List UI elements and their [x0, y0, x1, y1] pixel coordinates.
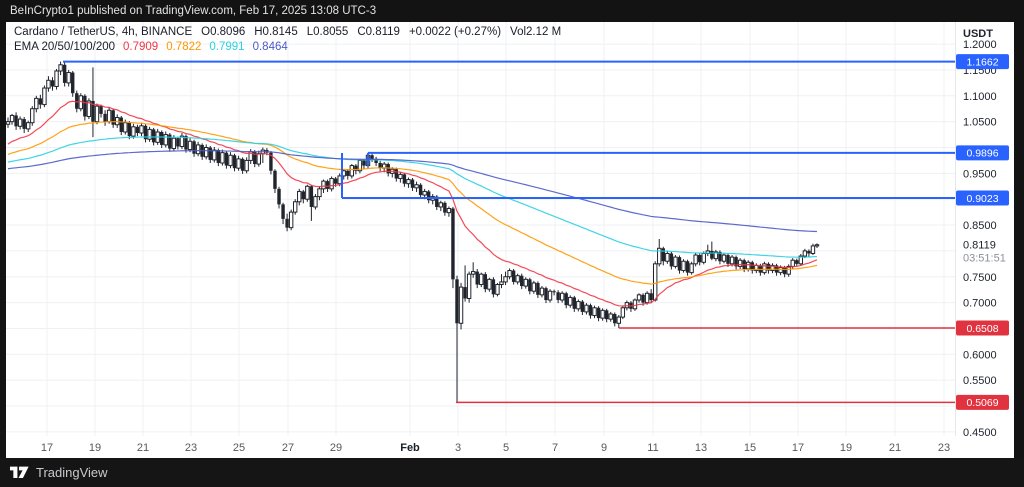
time-tick-label: 23: [185, 442, 197, 454]
time-tick-label: 7: [552, 442, 558, 454]
ema-20-line[interactable]: [7, 100, 818, 307]
time-tick-label: 11: [647, 442, 658, 454]
chart-panel: USDT 1.2000 1.1500 1.1000 1.0500 0.9500 0.8500…: [6, 22, 1014, 458]
time-tick-label: 13: [695, 442, 707, 454]
price-change: +0.0022 (+0.27%): [408, 26, 502, 38]
time-tick-label: 21: [889, 442, 901, 454]
price-tag-0.9896[interactable]: 0.9896: [956, 145, 1009, 161]
price-tick-label: 0.4500: [963, 427, 997, 439]
footer-bar: TradingView: [0, 458, 1024, 487]
price-tick-label: 0.9500: [963, 168, 997, 180]
ema-legend[interactable]: EMA 20/50/100/200 0.7909 0.7822 0.7991 0.846…: [14, 41, 288, 53]
time-axis[interactable]: 17 19 21 23 25 27 29 Feb 3 5 7 9 11 13 15 17 19 21 23: [41, 442, 950, 454]
ema-50-line[interactable]: [7, 120, 818, 285]
ema-50-value: 0.7822: [166, 41, 202, 53]
time-tick-label: 19: [89, 442, 101, 454]
svg-text:0.5069: 0.5069: [966, 397, 998, 409]
tradingview-logo[interactable]: TradingView: [10, 465, 108, 480]
bar-countdown: 03:51:51: [963, 253, 1006, 265]
candles-layer: [6, 61, 820, 403]
price-tick-label: 0.5500: [963, 375, 997, 387]
svg-text:0.9896: 0.9896: [966, 148, 998, 160]
time-tick-label: 17: [41, 442, 53, 454]
price-tag-0.6508[interactable]: 0.6508: [956, 320, 1009, 336]
publisher-text: BeInCrypto1 published on TradingView.com…: [10, 5, 377, 17]
price-tick-label: 0.8500: [963, 220, 997, 232]
time-tick-label: 23: [938, 442, 950, 454]
level-line-0.9023[interactable]: [341, 153, 955, 200]
axis-currency-label: USDT: [963, 28, 993, 40]
price-tag-0.9023[interactable]: 0.9023: [956, 190, 1009, 206]
time-tick-label: 19: [840, 442, 852, 454]
ema-100-value: 0.7991: [209, 41, 245, 53]
time-tick-label: Feb: [400, 442, 420, 454]
time-tick-label: 29: [330, 442, 342, 454]
grid-layer: [6, 22, 956, 436]
tradingview-logo-icon: [10, 466, 29, 479]
ema-200-value: 0.8464: [252, 41, 288, 53]
time-tick-label: 5: [503, 442, 509, 454]
ohlc-close: C0.8119: [357, 26, 400, 38]
price-tick-label: 1.0500: [963, 117, 997, 129]
time-tick-label: 25: [233, 442, 245, 454]
ohlc-high: H0.8145: [254, 26, 298, 38]
price-axis[interactable]: USDT1.20001.15001.10001.05000.95000.8500…: [963, 28, 1006, 439]
price-tick-label: 0.7000: [963, 298, 997, 310]
price-tick-label: 0.7500: [963, 272, 997, 284]
symbol-header: Cardano / TetherUS, 4h, BINANCE O0.8096 H0…: [14, 26, 561, 38]
price-tag-0.5069[interactable]: 0.5069: [956, 394, 1009, 410]
ohlc-low: L0.8055: [306, 26, 349, 38]
ema-100-line[interactable]: [7, 136, 818, 258]
price-tick-label: 0.6000: [963, 349, 997, 361]
symbol-title[interactable]: Cardano / TetherUS, 4h, BINANCE: [14, 26, 193, 38]
svg-text:1.1662: 1.1662: [966, 56, 998, 68]
publisher-bar: BeInCrypto1 published on TradingView.com…: [0, 0, 1024, 22]
ema-20-value: 0.7909: [123, 41, 159, 53]
time-tick-label: 9: [601, 442, 607, 454]
svg-text:0.6508: 0.6508: [966, 323, 998, 335]
price-chart-canvas[interactable]: USDT1.20001.15001.10001.05000.95000.8500…: [6, 22, 1014, 458]
price-tick-label: 1.2000: [963, 39, 997, 51]
time-tick-label: 21: [137, 442, 149, 454]
tradingview-brand-text: TradingView: [36, 465, 108, 480]
ema-legend-label: EMA 20/50/100/200: [14, 41, 116, 53]
svg-text:0.9023: 0.9023: [966, 193, 998, 205]
level-line-0.9896[interactable]: [367, 151, 955, 166]
ema-200-line[interactable]: [7, 150, 818, 233]
ohlc-open: O0.8096: [201, 26, 246, 38]
time-tick-label: 3: [455, 442, 461, 454]
current-price-label: 0.8119: [963, 240, 996, 252]
time-tick-label: 17: [792, 442, 804, 454]
time-tick-label: 15: [744, 442, 756, 454]
time-tick-label: 27: [282, 442, 294, 454]
price-tag-1.1662[interactable]: 1.1662: [956, 54, 1009, 70]
volume-value: Vol2.12 M: [510, 26, 562, 38]
price-tick-label: 1.1000: [963, 91, 997, 103]
